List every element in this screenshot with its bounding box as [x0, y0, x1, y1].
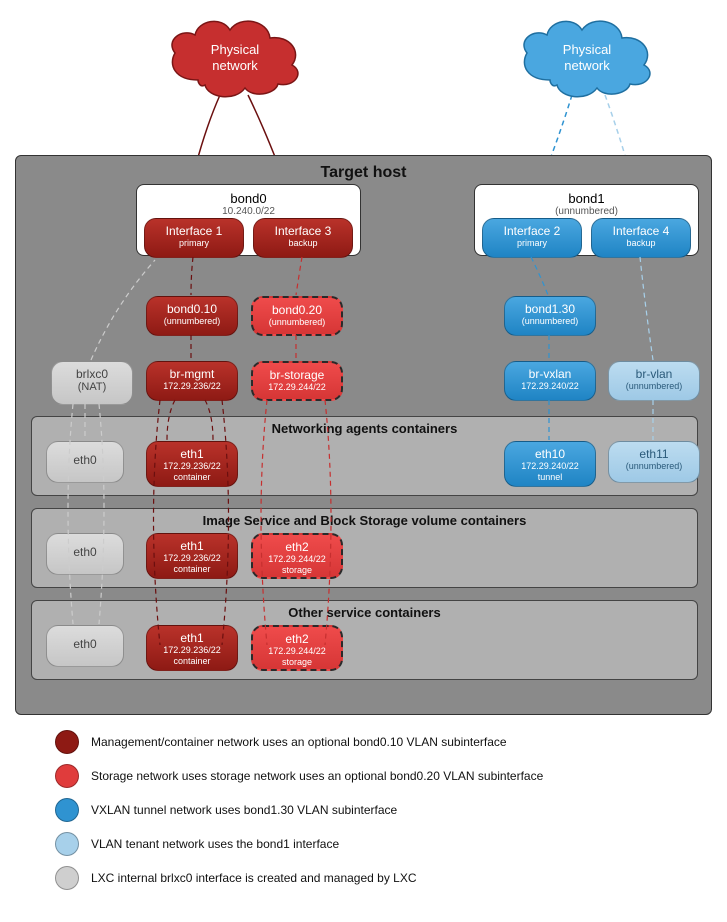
- br-vlan: br-vlan (unnumbered): [608, 361, 700, 401]
- interface-2: Interface 2 primary: [482, 218, 582, 258]
- net-eth1: eth1 172.29.236/22 container: [146, 441, 238, 487]
- net-eth11: eth11 (unnumbered): [608, 441, 700, 483]
- legend-text: LXC internal brlxc0 interface is created…: [91, 871, 417, 885]
- bond0-title: bond0: [137, 191, 360, 206]
- legend-text: Management/container network uses an opt…: [91, 735, 507, 749]
- cloud-left-label: Physicalnetwork: [160, 42, 310, 73]
- brlxc0: brlxc0 (NAT): [51, 361, 133, 405]
- other-eth2: eth2 172.29.244/22 storage: [251, 625, 343, 671]
- bond0-sub: 10.240.0/22: [137, 206, 360, 217]
- legend-dot: [55, 832, 79, 856]
- legend-dot: [55, 764, 79, 788]
- legend-dot: [55, 730, 79, 754]
- img-eth2: eth2 172.29.244/22 storage: [251, 533, 343, 579]
- legend-row-4: LXC internal brlxc0 interface is created…: [55, 866, 543, 890]
- interface-1: Interface 1 primary: [144, 218, 244, 258]
- legend-dot: [55, 866, 79, 890]
- img-eth0: eth0: [46, 533, 124, 575]
- bond0-20: bond0.20 (unnumbered): [251, 296, 343, 336]
- legend-row-0: Management/container network uses an opt…: [55, 730, 543, 754]
- other-eth0: eth0: [46, 625, 124, 667]
- legend-text: VXLAN tunnel network uses bond1.30 VLAN …: [91, 803, 397, 817]
- legend-text: Storage network uses storage network use…: [91, 769, 543, 783]
- img-eth1: eth1 172.29.236/22 container: [146, 533, 238, 579]
- cloud-right-label: Physicalnetwork: [512, 42, 662, 73]
- host-title: Target host: [16, 164, 711, 182]
- bond1-sub: (unnumbered): [475, 206, 698, 217]
- legend-row-3: VLAN tenant network uses the bond1 inter…: [55, 832, 543, 856]
- br-vxlan: br-vxlan 172.29.240/22: [504, 361, 596, 401]
- net-eth0: eth0: [46, 441, 124, 483]
- legend: Management/container network uses an opt…: [55, 730, 543, 900]
- diagram-root: Physicalnetwork Physicalnetwork Target h…: [0, 0, 727, 922]
- other-eth1: eth1 172.29.236/22 container: [146, 625, 238, 671]
- legend-row-2: VXLAN tunnel network uses bond1.30 VLAN …: [55, 798, 543, 822]
- bond1-30: bond1.30 (unnumbered): [504, 296, 596, 336]
- br-mgmt: br-mgmt 172.29.236/22: [146, 361, 238, 401]
- bond0-10: bond0.10 (unnumbered): [146, 296, 238, 336]
- interface-4: Interface 4 backup: [591, 218, 691, 258]
- cloud-right: Physicalnetwork: [512, 10, 662, 110]
- legend-dot: [55, 798, 79, 822]
- host-box: Target host bond0 10.240.0/22 Interface …: [15, 155, 712, 715]
- net-agents-row: Networking agents containers: [31, 416, 698, 496]
- other-services-row: Other service containers: [31, 600, 698, 680]
- br-storage: br-storage 172.29.244/22: [251, 361, 343, 401]
- cloud-left: Physicalnetwork: [160, 10, 310, 110]
- bond1-title: bond1: [475, 191, 698, 206]
- legend-row-1: Storage network uses storage network use…: [55, 764, 543, 788]
- legend-text: VLAN tenant network uses the bond1 inter…: [91, 837, 339, 851]
- interface-3: Interface 3 backup: [253, 218, 353, 258]
- image-storage-row: Image Service and Block Storage volume c…: [31, 508, 698, 588]
- net-eth10: eth10 172.29.240/22 tunnel: [504, 441, 596, 487]
